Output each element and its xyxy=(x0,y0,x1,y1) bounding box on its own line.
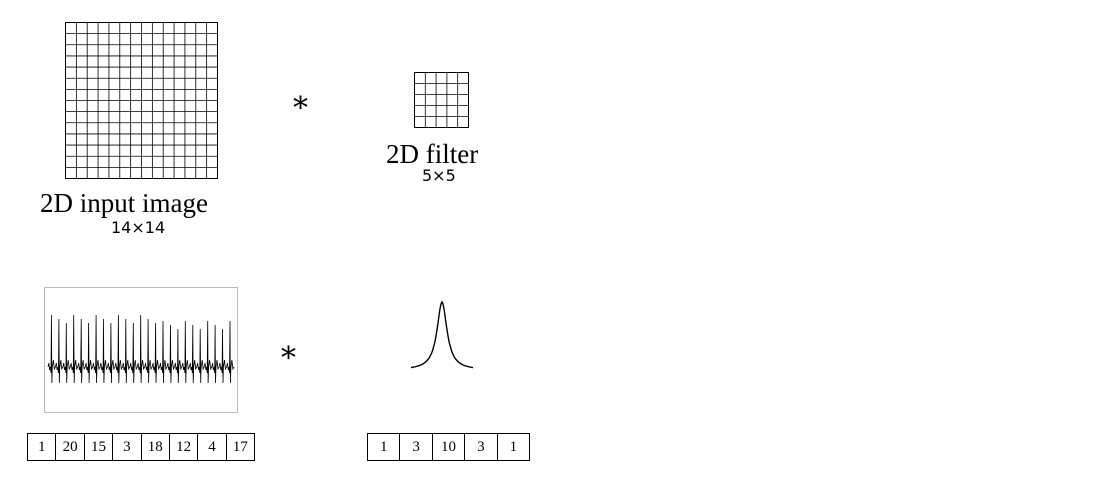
filter-grid-border xyxy=(414,72,469,128)
signal-sequence-cell: 17 xyxy=(232,438,248,455)
convolution-operator-2d: * xyxy=(293,91,308,126)
gaussian-kernel-plot xyxy=(410,300,474,369)
filter-title: 2D filter xyxy=(386,139,479,169)
gaussian-kernel-curve xyxy=(410,300,474,369)
signal-waveform-plot xyxy=(44,287,238,413)
kernel-sequence-cell: 3 xyxy=(465,434,498,460)
input-image-grid xyxy=(65,22,218,179)
kernel-sequence-cell: 1 xyxy=(368,434,401,460)
kernel-sequence: 1 3 10 3 1 xyxy=(367,433,530,461)
signal-sequence-cell: 3 xyxy=(113,434,142,460)
filter-size-label: 5×5 xyxy=(422,166,456,185)
kernel-sequence-cell: 1 xyxy=(509,438,518,455)
signal-sequence-cell: 20 xyxy=(56,434,85,460)
signal-sequence: 1 20 15 3 18 12 4 17 xyxy=(27,433,255,461)
signal-sequence-cell: 18 xyxy=(142,434,170,460)
convolution-operator-1d: * xyxy=(281,341,296,376)
signal-sequence-cell: 4 xyxy=(198,434,227,460)
signal-waveform xyxy=(47,314,235,384)
filter-grid xyxy=(414,72,469,128)
input-image-size-label: 14×14 xyxy=(111,218,166,237)
kernel-sequence-cell: 10 xyxy=(433,434,466,460)
signal-sequence-cell: 1 xyxy=(28,434,57,460)
signal-plot-frame xyxy=(44,287,238,413)
input-image-title: 2D input image xyxy=(40,188,208,218)
signal-sequence-cell: 12 xyxy=(170,434,199,460)
kernel-sequence-cell: 3 xyxy=(400,434,433,460)
signal-sequence-cell: 15 xyxy=(85,434,114,460)
